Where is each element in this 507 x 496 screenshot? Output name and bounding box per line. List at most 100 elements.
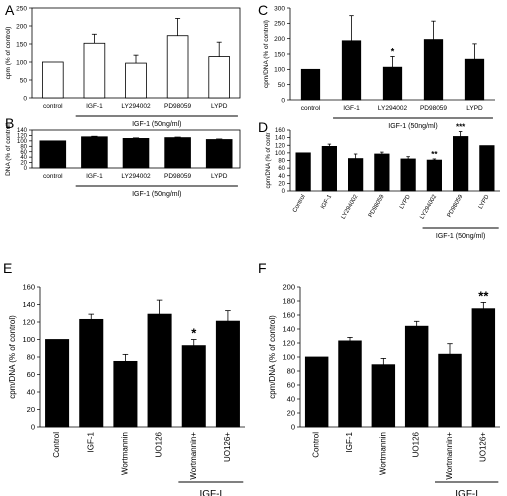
x-tick-label: LY294002	[121, 173, 151, 180]
y-tick-label: 200	[274, 36, 285, 43]
x-tick-label: PD98059	[447, 193, 465, 218]
x-tick-label: Control	[312, 432, 321, 458]
x-tick-label: LY294002	[341, 193, 360, 220]
bar	[45, 339, 70, 428]
y-tick-label: 100	[17, 139, 28, 145]
x-tick-label: Control	[52, 432, 61, 458]
y-tick-label: 120	[17, 134, 28, 140]
y-tick-label: 60	[287, 381, 295, 390]
y-tick-label: 140	[282, 325, 295, 334]
y-tick-label: 100	[22, 335, 35, 344]
y-tick-label: 20	[20, 161, 27, 167]
y-tick-label: 80	[278, 159, 285, 165]
x-tick-label: LY294002	[121, 103, 151, 110]
x-tick-label: LYPD	[478, 193, 491, 210]
y-tick-label: 0	[291, 423, 295, 432]
x-tick-label: PD98059	[420, 105, 447, 112]
group-label: IGF-1 (50ng/ml)	[132, 121, 181, 128]
y-tick-label: 150	[16, 41, 27, 48]
y-tick-label: 140	[22, 300, 35, 309]
y-tick-label: 250	[274, 21, 285, 28]
x-tick-label: LYPD	[211, 173, 228, 180]
x-tick-label: control	[43, 173, 63, 180]
y-tick-label: 120	[282, 339, 295, 348]
bar	[295, 152, 311, 192]
y-tick-label: 80	[27, 353, 35, 362]
bar	[113, 360, 138, 428]
y-axis-title: cpm/DNA (% of contr	[266, 132, 272, 188]
y-tick-label: 140	[17, 128, 28, 134]
bar	[426, 159, 442, 192]
bar	[147, 313, 172, 428]
y-tick-label: 200	[282, 283, 295, 292]
x-tick-label: UO126	[155, 431, 164, 457]
y-axis-title: cpm/DNA (% of control)	[263, 20, 270, 88]
y-tick-label: 0	[281, 97, 285, 104]
y-tick-label: 300	[274, 5, 285, 12]
y-tick-label: 80	[287, 367, 295, 376]
x-tick-label: PD98059	[164, 103, 191, 110]
y-tick-label: 120	[275, 143, 286, 149]
x-tick-label: IGF-1	[343, 105, 360, 112]
y-tick-label: 0	[282, 189, 286, 195]
y-tick-label: 20	[27, 405, 35, 414]
panel-label-c: C	[258, 2, 268, 18]
bar	[215, 320, 240, 428]
bar	[464, 58, 485, 101]
y-axis-title: cpm/DNA (% of control)	[268, 315, 277, 399]
x-tick-label: LYPD	[211, 103, 228, 110]
panel-label-a: A	[5, 2, 15, 18]
bar	[164, 137, 191, 169]
bar	[79, 318, 104, 428]
group-label: IGF-1 (50ng/ml)	[388, 123, 437, 130]
bar	[81, 136, 108, 169]
x-tick-label: Wortmannin+	[189, 432, 198, 480]
y-axis-title: cpm/DNA (% of control)	[8, 315, 17, 399]
y-tick-label: 100	[274, 67, 285, 74]
y-tick-label: 20	[278, 181, 285, 187]
y-tick-label: 20	[287, 409, 295, 418]
bar	[374, 153, 390, 192]
x-tick-label: IGF-1	[86, 173, 103, 180]
y-tick-label: 60	[20, 150, 27, 156]
bar	[304, 356, 329, 428]
bar	[321, 145, 337, 192]
x-tick-label: Wortmannin	[120, 432, 129, 475]
bar	[341, 40, 362, 101]
x-tick-label: IGF-1	[320, 193, 333, 210]
significance-marker: ***	[456, 123, 466, 132]
x-tick-label: PD98059	[164, 173, 191, 180]
x-tick-label: LYPD	[466, 105, 483, 112]
x-tick-label: UO126+	[223, 432, 232, 462]
group-label: IGF-1 (50ng/ml)	[436, 233, 485, 240]
bar	[453, 136, 469, 192]
bar	[208, 56, 231, 99]
group-label: IGF-1 (50ng/ml)	[132, 191, 181, 198]
panel-label-d: D	[258, 119, 268, 135]
bar	[205, 139, 233, 169]
y-tick-label: 100	[16, 59, 27, 66]
x-tick-label: LYPD	[399, 193, 412, 210]
significance-marker: *	[391, 46, 395, 56]
chart-panel-e: 0 20 40 60 80 100 120 140 160 Control IGF-1 Wortman…	[8, 283, 245, 496]
y-tick-label: 80	[20, 144, 27, 150]
y-tick-label: 180	[282, 297, 295, 306]
bar	[400, 158, 416, 192]
x-tick-label: UO126	[412, 431, 421, 457]
x-tick-label: control	[43, 103, 63, 110]
chart-panel-a: 0 50 100 150 200 250 control IGF-1 LY294002 PD980…	[5, 5, 241, 128]
bar	[348, 158, 364, 192]
y-tick-label: 160	[282, 311, 295, 320]
y-tick-label: 150	[274, 51, 285, 58]
y-tick-label: 120	[22, 318, 35, 327]
x-tick-label: Wortmannin	[378, 432, 387, 475]
y-tick-label: 40	[27, 388, 35, 397]
panel-label-b: B	[5, 115, 14, 131]
y-tick-label: 40	[278, 174, 285, 180]
bar	[300, 68, 321, 101]
bar	[438, 353, 462, 428]
y-axis-title: DNA (% of control)	[5, 122, 12, 176]
bar	[83, 42, 106, 99]
